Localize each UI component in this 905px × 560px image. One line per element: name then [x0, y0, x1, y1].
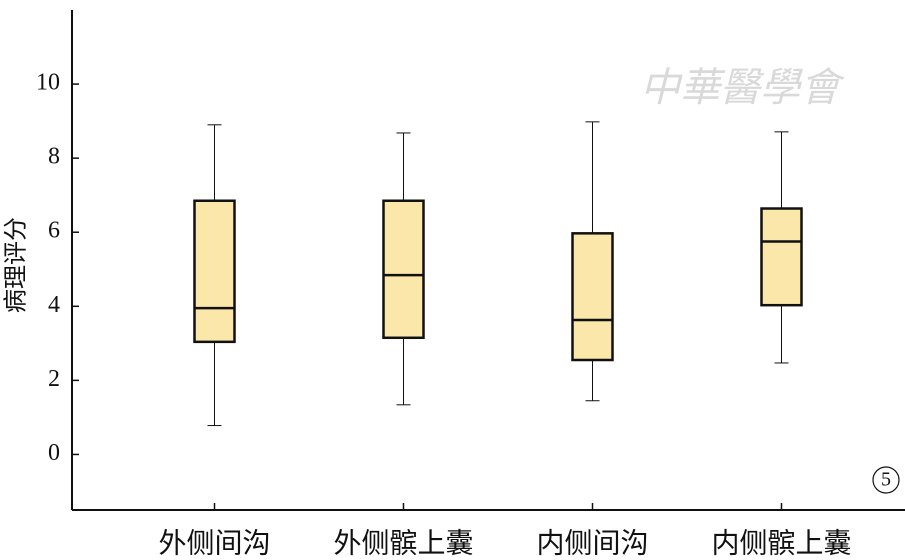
y-tick-label: 6 [48, 218, 60, 244]
x-tick-label: 外侧间沟 [158, 527, 270, 559]
x-tick-label: 外侧髌上囊 [333, 527, 473, 559]
watermark: 中華醫學會 [640, 65, 845, 110]
panel-label-circle [872, 466, 900, 494]
panel-label: 5 [881, 469, 891, 491]
x-tick-label: 内侧髌上囊 [711, 527, 851, 559]
y-axis-label: 病理评分 [3, 217, 30, 313]
y-tick-label: 4 [48, 292, 60, 318]
y-tick-label: 0 [48, 440, 60, 466]
y-tick-label: 10 [36, 70, 60, 96]
x-tick-label: 内侧间沟 [536, 527, 648, 559]
box [760, 207, 803, 307]
box [193, 199, 236, 344]
box [571, 232, 614, 362]
y-tick-label: 2 [48, 366, 60, 392]
y-tick-label: 8 [48, 144, 60, 170]
box [382, 199, 425, 340]
